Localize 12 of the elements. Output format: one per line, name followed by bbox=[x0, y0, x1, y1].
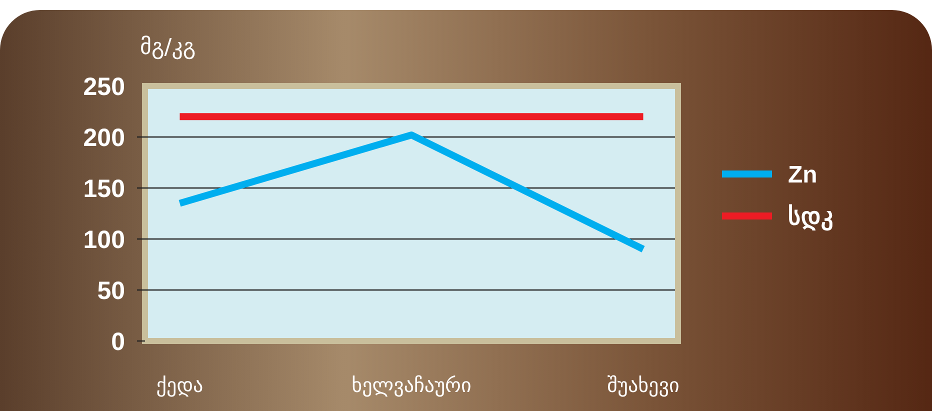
y-axis-title: მგ/კგ bbox=[140, 35, 196, 60]
y-tick-label: 0 bbox=[111, 328, 125, 356]
y-tick-label: 50 bbox=[97, 276, 125, 305]
y-tick-label: 250 bbox=[83, 72, 125, 101]
y-tick-label: 100 bbox=[83, 226, 125, 254]
y-tick-label: 200 bbox=[83, 124, 125, 152]
x-tick-label: შუახევი bbox=[607, 373, 680, 397]
y-tick-label: 150 bbox=[83, 174, 125, 203]
x-tick-label: ქედა bbox=[156, 373, 204, 397]
legend-label: სდკ bbox=[788, 203, 833, 232]
x-tick-label: ხელვაჩაური bbox=[352, 373, 472, 397]
legend-label: Zn bbox=[788, 161, 818, 188]
